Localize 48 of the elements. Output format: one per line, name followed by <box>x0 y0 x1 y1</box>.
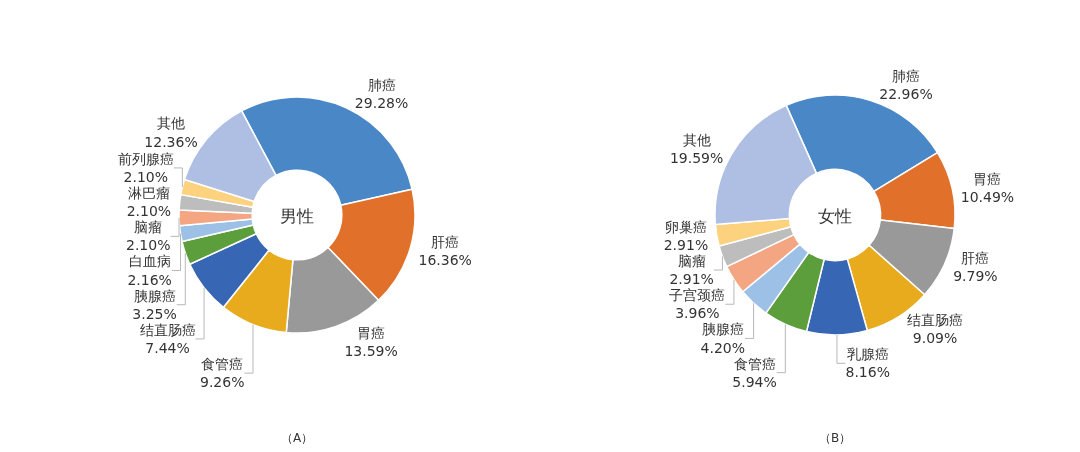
slice-label: 其他 <box>682 132 711 149</box>
data-label: 5.94% <box>732 373 777 390</box>
slice-label: 其他 <box>157 115 186 132</box>
slice-label: 乳腺癌 <box>846 346 889 363</box>
slice-label: 肝癌 <box>431 233 460 250</box>
data-label: 3.96% <box>675 305 720 322</box>
data-label: 22.96% <box>879 85 933 102</box>
slice-label: 食管癌 <box>201 356 244 373</box>
slice-label: 胰腺癌 <box>133 287 176 304</box>
data-label: 8.16% <box>845 364 890 381</box>
text: 女性 <box>818 206 852 226</box>
slice-label: 结直肠癌 <box>907 312 964 328</box>
data-label: 9.09% <box>912 330 958 347</box>
slice-label: 肺癌 <box>891 67 920 84</box>
slice-label: 肺癌 <box>367 76 396 93</box>
data-label: 4.20% <box>700 339 746 356</box>
slice-label: 卵巢癌 <box>664 218 707 235</box>
slice-label: 子宫颈癌 <box>669 287 726 304</box>
data-label: 16.36% <box>418 251 472 268</box>
data-label: 2.10% <box>126 203 172 220</box>
data-label: 2.10% <box>123 169 169 186</box>
data-label: 2.10% <box>126 237 171 254</box>
slice-label: 食管癌 <box>733 355 776 372</box>
text: 男性 <box>280 206 314 226</box>
slice-label: 脑瘤 <box>134 219 163 236</box>
data-label: 7.44% <box>145 340 190 357</box>
data-label: 2.91% <box>669 271 714 288</box>
slice-label: 肝癌 <box>961 249 990 266</box>
data-label: 29.28% <box>354 94 409 111</box>
slice-label: 胃癌 <box>973 171 1002 188</box>
slice-label: 脑瘤 <box>677 252 706 269</box>
data-label: 3.25% <box>132 305 177 322</box>
data-label: 2.91% <box>663 236 709 253</box>
data-label: 19.59% <box>669 150 724 167</box>
slice-label: 结直肠癌 <box>139 321 196 338</box>
text: （A） <box>281 431 314 445</box>
data-label: 9.79% <box>953 267 998 284</box>
data-label: 2.16% <box>127 271 172 288</box>
data-label: 10.49% <box>960 189 1015 206</box>
slice-label: 胰腺癌 <box>701 321 744 338</box>
text: （B） <box>819 431 852 445</box>
slice-label: 胃癌 <box>357 324 386 341</box>
slice-label: 前列腺癌 <box>117 150 174 167</box>
data-label: 12.36% <box>144 133 198 150</box>
slice-label: 白血病 <box>128 253 171 270</box>
data-label: 9.26% <box>199 374 245 391</box>
data-label: 13.59% <box>344 342 398 359</box>
slice-label: 淋巴瘤 <box>127 185 170 202</box>
